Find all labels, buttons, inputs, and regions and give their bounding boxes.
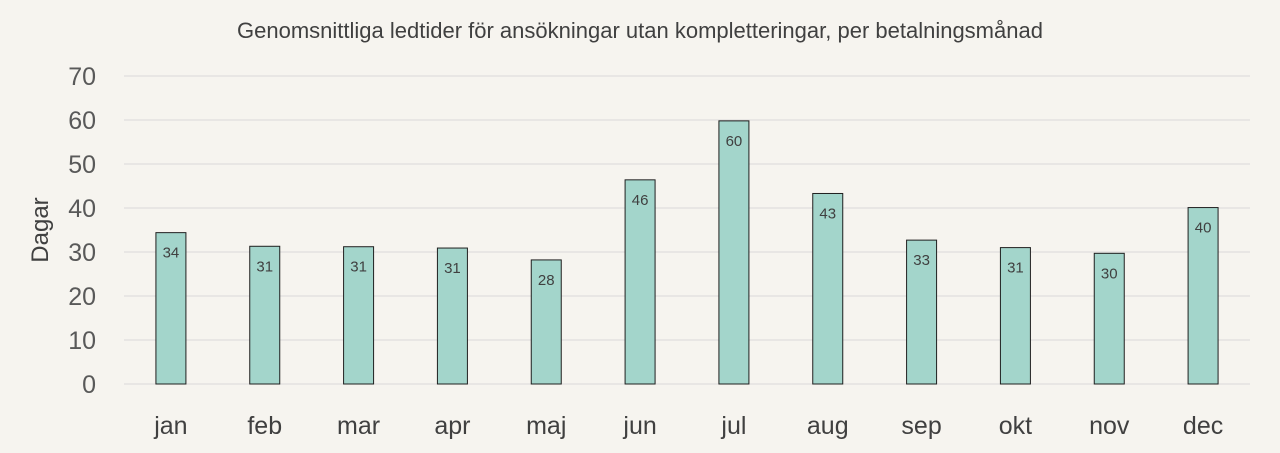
bar-jun <box>624 179 656 385</box>
x-tick-label: sep <box>901 412 941 440</box>
y-tick-label: 10 <box>68 327 96 355</box>
x-tick-label: dec <box>1183 412 1223 440</box>
data-label: 31 <box>444 260 461 277</box>
data-label: 34 <box>163 245 180 262</box>
data-label: 31 <box>1007 260 1024 277</box>
x-tick-label: maj <box>526 412 566 440</box>
bar-jan <box>155 232 187 385</box>
y-tick-label: 0 <box>82 371 96 399</box>
x-tick-label: nov <box>1089 412 1130 440</box>
x-tick-label: jun <box>622 412 656 440</box>
data-label: 28 <box>538 272 555 289</box>
bar-dec <box>1187 207 1219 385</box>
y-tick-label: 30 <box>68 239 96 267</box>
y-axis-label: Dagar <box>27 197 54 262</box>
data-label: 33 <box>913 252 930 269</box>
data-label: 40 <box>1195 220 1212 237</box>
y-tick-label: 50 <box>68 151 96 179</box>
y-tick-label: 60 <box>68 107 96 135</box>
x-tick-label: jul <box>720 412 746 440</box>
bar-okt <box>999 247 1031 385</box>
gridlines <box>124 75 1250 385</box>
data-label: 60 <box>726 133 743 150</box>
x-tick-label: okt <box>999 412 1032 440</box>
bar-sep <box>906 239 938 385</box>
x-tick-label: mar <box>337 412 380 440</box>
x-tick-label: aug <box>807 412 849 440</box>
data-label: 31 <box>256 258 273 275</box>
bars: 34 31 31 31 28 46 60 43 33 31 30 40 <box>155 120 1219 385</box>
bar-maj <box>530 259 562 385</box>
x-tick-label: feb <box>247 412 282 440</box>
y-tick-label: 70 <box>68 63 96 91</box>
chart-title: Genomsnittliga ledtider för ansökningar … <box>237 18 1043 43</box>
bar-feb <box>249 245 281 385</box>
y-tick-label: 40 <box>68 195 96 223</box>
bar-jul <box>718 120 750 385</box>
x-axis-ticks: jan feb mar apr maj jun jul aug sep okt nov dec <box>153 412 1223 440</box>
bar-apr <box>436 247 468 385</box>
bar-aug <box>812 192 844 385</box>
y-axis-ticks: 0 10 20 30 40 50 60 70 <box>68 63 96 399</box>
x-tick-label: apr <box>434 412 470 440</box>
data-label: 30 <box>1101 265 1118 282</box>
data-label: 43 <box>819 205 836 222</box>
data-label: 46 <box>632 192 649 209</box>
bar-nov <box>1093 252 1125 385</box>
x-tick-label: jan <box>153 412 187 440</box>
y-tick-label: 20 <box>68 283 96 311</box>
data-label: 31 <box>350 259 367 276</box>
bar-mar <box>343 246 375 385</box>
